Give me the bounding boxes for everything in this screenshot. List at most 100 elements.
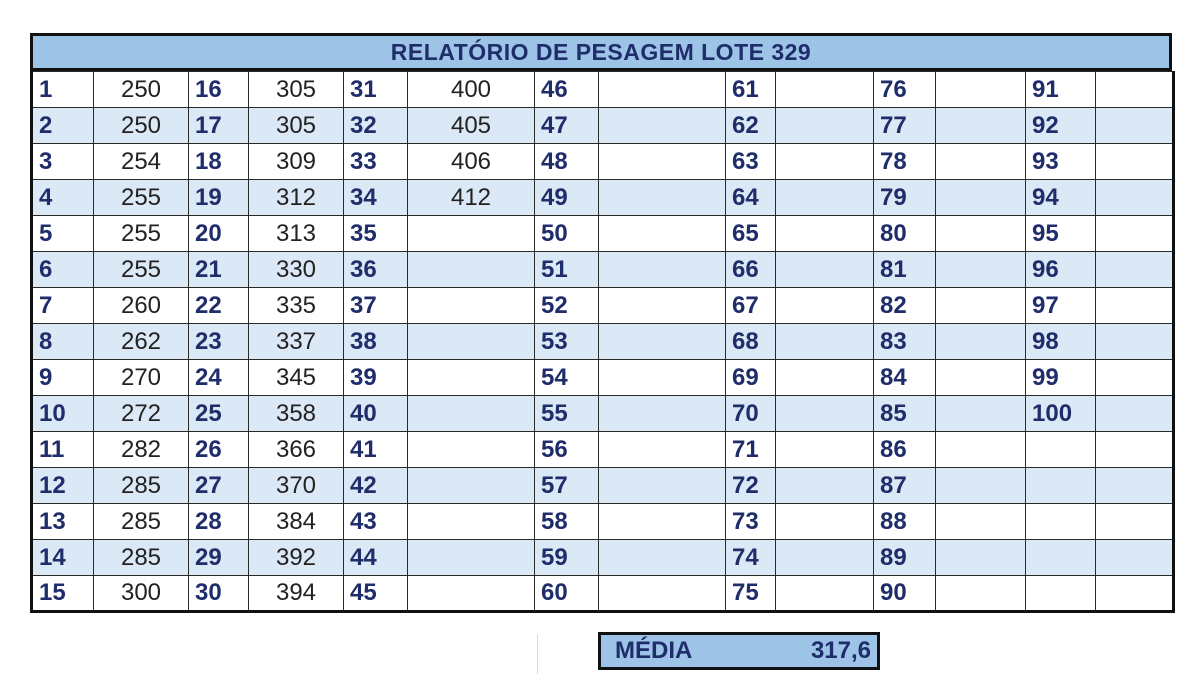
weight-value[interactable]	[935, 467, 1026, 504]
weight-value[interactable]: 250	[93, 107, 189, 144]
weight-value[interactable]	[407, 575, 535, 612]
weight-value[interactable]	[598, 107, 726, 144]
weight-value[interactable]	[598, 71, 726, 108]
weight-value[interactable]	[1095, 575, 1174, 612]
weight-value[interactable]: 285	[93, 467, 189, 504]
weight-value[interactable]	[598, 431, 726, 468]
weight-value[interactable]: 254	[93, 143, 189, 180]
weight-value[interactable]: 400	[407, 71, 535, 108]
weight-value[interactable]	[598, 539, 726, 576]
weight-value[interactable]	[935, 287, 1026, 324]
weight-value[interactable]	[775, 359, 874, 396]
weight-value[interactable]: 255	[93, 179, 189, 216]
weight-value[interactable]	[1095, 287, 1174, 324]
weight-value[interactable]	[935, 251, 1026, 288]
weight-value[interactable]: 262	[93, 323, 189, 360]
weight-value[interactable]	[935, 179, 1026, 216]
weight-value[interactable]	[935, 503, 1026, 540]
weight-value[interactable]: 270	[93, 359, 189, 396]
weight-value[interactable]: 260	[93, 287, 189, 324]
weight-value[interactable]	[1095, 107, 1174, 144]
weight-value[interactable]: 392	[248, 539, 344, 576]
weight-value[interactable]	[1095, 323, 1174, 360]
weight-value[interactable]: 285	[93, 539, 189, 576]
weight-value[interactable]	[598, 287, 726, 324]
weight-value[interactable]	[598, 179, 726, 216]
weight-value[interactable]	[775, 251, 874, 288]
weight-value[interactable]	[775, 467, 874, 504]
weight-value[interactable]	[1095, 143, 1174, 180]
weight-value[interactable]: 345	[248, 359, 344, 396]
weight-value[interactable]: 335	[248, 287, 344, 324]
weight-value[interactable]	[1095, 395, 1174, 432]
weight-value[interactable]	[935, 575, 1026, 612]
weight-value[interactable]	[1095, 71, 1174, 108]
weight-value[interactable]	[1095, 215, 1174, 252]
weight-value[interactable]	[775, 503, 874, 540]
weight-value[interactable]	[598, 215, 726, 252]
weight-value[interactable]: 412	[407, 179, 535, 216]
weight-value[interactable]: 309	[248, 143, 344, 180]
weight-value[interactable]	[775, 215, 874, 252]
weight-value[interactable]: 313	[248, 215, 344, 252]
weight-value[interactable]: 312	[248, 179, 344, 216]
weight-value[interactable]: 272	[93, 395, 189, 432]
weight-value[interactable]: 305	[248, 107, 344, 144]
weight-value[interactable]	[407, 467, 535, 504]
weight-value[interactable]	[407, 539, 535, 576]
weight-value[interactable]	[598, 503, 726, 540]
weight-value[interactable]	[407, 323, 535, 360]
weight-value[interactable]: 370	[248, 467, 344, 504]
weight-value[interactable]	[775, 431, 874, 468]
weight-value[interactable]	[1095, 251, 1174, 288]
weight-value[interactable]: 337	[248, 323, 344, 360]
weight-value[interactable]	[598, 395, 726, 432]
weight-value[interactable]	[1095, 359, 1174, 396]
weight-value[interactable]	[407, 287, 535, 324]
weight-value[interactable]	[1095, 179, 1174, 216]
weight-value[interactable]	[935, 431, 1026, 468]
weight-value[interactable]: 255	[93, 251, 189, 288]
weight-value[interactable]: 255	[93, 215, 189, 252]
weight-value[interactable]: 406	[407, 143, 535, 180]
weight-value[interactable]	[407, 215, 535, 252]
weight-value[interactable]	[1095, 539, 1174, 576]
weight-value[interactable]	[407, 395, 535, 432]
weight-value[interactable]	[775, 323, 874, 360]
weight-value[interactable]	[1095, 503, 1174, 540]
weight-value[interactable]	[598, 359, 726, 396]
weight-value[interactable]	[1095, 467, 1174, 504]
weight-value[interactable]: 394	[248, 575, 344, 612]
weight-value[interactable]	[1095, 431, 1174, 468]
weight-value[interactable]	[935, 539, 1026, 576]
weight-value[interactable]	[407, 251, 535, 288]
weight-value[interactable]	[598, 251, 726, 288]
weight-value[interactable]	[935, 359, 1026, 396]
weight-value[interactable]	[407, 359, 535, 396]
weight-value[interactable]	[775, 575, 874, 612]
weight-value[interactable]	[407, 431, 535, 468]
weight-value[interactable]: 300	[93, 575, 189, 612]
weight-value[interactable]	[775, 71, 874, 108]
weight-value[interactable]	[598, 467, 726, 504]
weight-value[interactable]: 358	[248, 395, 344, 432]
weight-value[interactable]	[935, 143, 1026, 180]
weight-value[interactable]: 405	[407, 107, 535, 144]
weight-value[interactable]	[935, 323, 1026, 360]
weight-value[interactable]	[935, 71, 1026, 108]
weight-value[interactable]: 330	[248, 251, 344, 288]
weight-value[interactable]	[775, 539, 874, 576]
weight-value[interactable]	[598, 143, 726, 180]
weight-value[interactable]: 384	[248, 503, 344, 540]
weight-value[interactable]	[775, 179, 874, 216]
weight-value[interactable]	[407, 503, 535, 540]
weight-value[interactable]	[775, 107, 874, 144]
weight-value[interactable]	[935, 215, 1026, 252]
weight-value[interactable]: 285	[93, 503, 189, 540]
weight-value[interactable]	[935, 107, 1026, 144]
weight-value[interactable]	[935, 395, 1026, 432]
weight-value[interactable]: 250	[93, 71, 189, 108]
weight-value[interactable]: 305	[248, 71, 344, 108]
weight-value[interactable]: 282	[93, 431, 189, 468]
weight-value[interactable]	[598, 575, 726, 612]
